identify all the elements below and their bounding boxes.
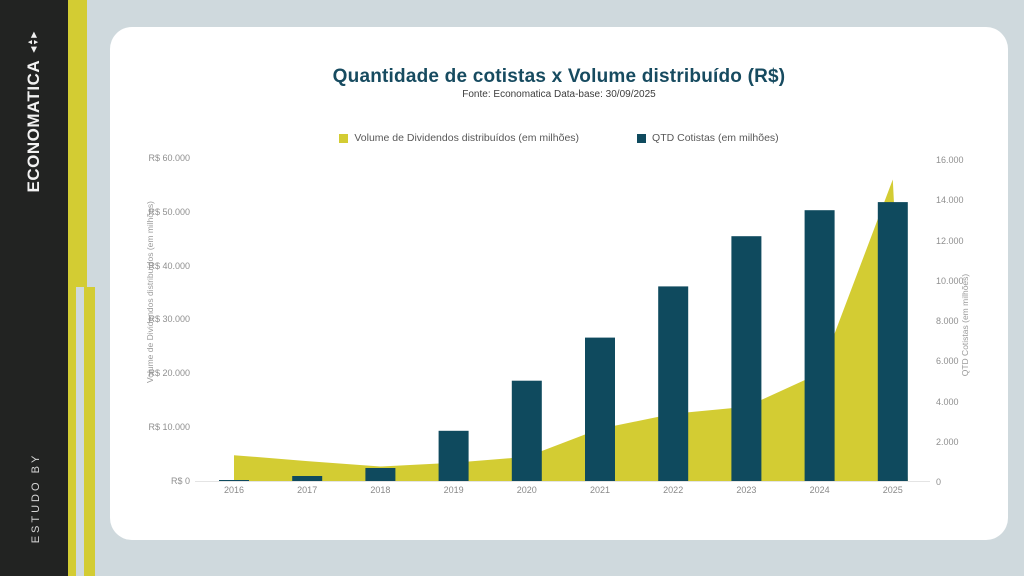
right-axis-tick-6: 4.000 — [936, 396, 959, 407]
cotistas-bar-2025 — [877, 202, 908, 481]
brand-wordmark: ECONOMATICA — [24, 59, 43, 193]
right-axis-tick-0: 16.000 — [936, 155, 964, 165]
cotistas-bar-2019 — [438, 430, 469, 481]
legend-label-volume: Volume de Dividendos distribuídos (em mi… — [354, 132, 580, 144]
legend-item-volume: Volume de Dividendos distribuídos (em mi… — [339, 132, 579, 144]
x-axis-label-2016: 2016 — [223, 485, 245, 495]
arrow-down-icon: ▼ — [33, 38, 40, 46]
left-axis-tick-0: R$ 60.000 — [148, 153, 190, 163]
x-axis-label-2024: 2024 — [809, 485, 830, 495]
right-axis-tick-7: 2.000 — [936, 436, 959, 447]
cotistas-bar-2017 — [292, 476, 323, 481]
cotistas-bar-2018 — [365, 468, 396, 481]
legend-label-cotistas: QTD Cotistas (em milhões) — [652, 132, 779, 144]
legend-item-cotistas: QTD Cotistas (em milhões) — [637, 132, 779, 144]
cotistas-bar-2024 — [804, 210, 835, 481]
chart-source-label: Fonte: Economatica Data-base: 30/09/2025 — [462, 89, 656, 100]
x-axis-label-2021: 2021 — [589, 485, 611, 495]
right-axis-tick-3: 10.000 — [936, 275, 964, 286]
left-axis-tick-2: R$ 40.000 — [148, 260, 190, 271]
cotistas-bar-2022 — [658, 286, 689, 481]
left-axis-tick-4: R$ 20.000 — [148, 368, 190, 379]
estudo-by-label: ESTUDO BY — [30, 452, 42, 544]
right-axis-tick-1: 14.000 — [936, 195, 964, 206]
right-axis-tick-5: 6.000 — [936, 356, 959, 367]
right-axis-tick-8: 0 — [936, 477, 942, 487]
compass-arrows-icon: ◀ ▲ ▼ ▶ — [27, 31, 40, 53]
left-axis-tick-3: R$ 30.000 — [148, 314, 190, 325]
x-axis-label-2020: 2020 — [516, 485, 537, 495]
left-axis-tick-5: R$ 10.000 — [148, 422, 190, 433]
arrow-left-icon: ◀ — [29, 46, 38, 53]
legend-swatch-volume — [339, 133, 349, 143]
chart-canvas — [195, 179, 930, 482]
x-axis-label-2019: 2019 — [443, 485, 464, 495]
right-axis-title: QTD Cotistas (em milhões) — [960, 273, 970, 377]
left-axis-tick-1: R$ 50.000 — [148, 206, 190, 217]
x-axis-label-2018: 2018 — [370, 485, 391, 495]
chart-legend: Volume de Dividendos distribuídos (em mi… — [110, 132, 1008, 144]
accent-stripe-bottom-outer — [84, 287, 95, 576]
sidebar: ECONOMATICA ◀ ▲ ▼ ▶ ESTUDO BY — [0, 0, 68, 576]
x-axis-label-2017: 2017 — [297, 485, 318, 495]
x-axis-label-2023: 2023 — [736, 485, 757, 495]
x-axis-label-2025: 2025 — [882, 485, 903, 495]
left-axis-tick-6: R$ 0 — [170, 475, 190, 486]
cotistas-bar-2020 — [511, 380, 542, 481]
x-axis-label-2022: 2022 — [663, 485, 684, 495]
legend-swatch-cotistas — [637, 133, 647, 143]
arrow-right-icon: ▶ — [29, 31, 38, 38]
chart-card: Quantidade de cotistas x Volume distribu… — [110, 27, 1008, 540]
brand-logo: ECONOMATICA ◀ ▲ ▼ ▶ — [24, 32, 44, 193]
left-axis-title: Volume de Dividendos distribuídos (em mi… — [145, 201, 155, 383]
right-axis-tick-4: 8.000 — [936, 316, 959, 326]
cotistas-bar-2023 — [731, 236, 762, 481]
cotistas-bar-2016 — [219, 480, 249, 481]
accent-stripe-bottom-inner — [68, 287, 76, 576]
volume-area-series — [234, 179, 908, 481]
chart-title: Quantidade de cotistas x Volume distribu… — [332, 65, 786, 87]
accent-stripe-top — [68, 0, 87, 287]
cotistas-bar-2021 — [585, 337, 615, 481]
right-axis-tick-2: 12.000 — [936, 235, 964, 246]
